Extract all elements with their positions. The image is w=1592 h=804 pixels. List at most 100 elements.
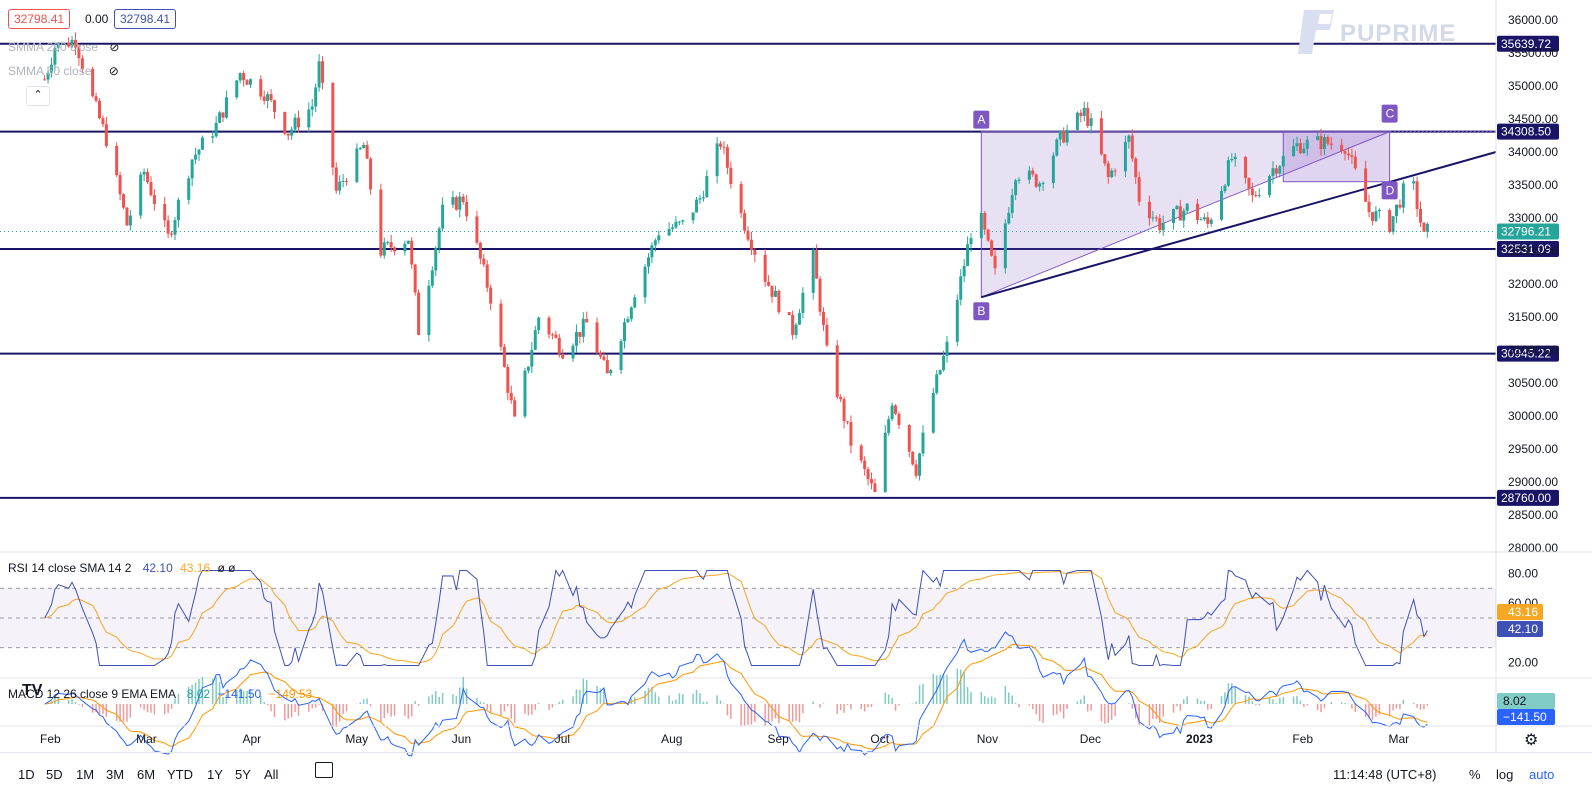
candle-body [430,270,434,286]
candle-body [389,242,393,248]
time-tick-label: Dec [1080,732,1101,746]
candle-body [1353,156,1357,169]
candle-body [753,250,757,255]
candle-body [671,227,675,230]
range-button-5d[interactable]: 5D [46,767,63,782]
candle-body [122,194,126,208]
candle-body [1377,210,1381,212]
pattern-label-b[interactable] [973,302,990,321]
candle-body [1329,143,1333,145]
candle-body [842,399,846,422]
candle-body [1175,206,1179,209]
candle-body [214,122,218,137]
candle-body [101,118,105,125]
ma-50-legend[interactable]: SMMA 50 close ⊘ [8,64,119,78]
candle-body [272,100,276,112]
spread-value: 0.00 [85,12,109,26]
candle-body [475,216,479,243]
ma-200-legend[interactable]: SMMA 200 close ⊘ [8,40,119,54]
ma-200-label: SMMA 200 close [8,40,99,54]
candle-body [1079,112,1083,117]
candle-body [729,167,733,185]
clock-display[interactable]: 11:14:48 (UTC+8) [1333,767,1437,782]
candle-body [849,421,853,446]
candle-body [821,311,825,325]
range-button-6m[interactable]: 6M [137,767,156,782]
macd-legend[interactable]: MACD 12 26 close 9 EMA EMA 8.02 −141.50 … [8,687,312,701]
candle-body [1322,137,1326,149]
time-tick-label: May [345,732,368,746]
consolidation-box[interactable] [1282,131,1391,183]
candle-body [602,356,606,360]
candle-body [797,312,801,325]
candle-body [622,322,626,342]
tradingview-logo-icon: TV [22,682,43,699]
collapse-legend-icon[interactable]: ⌃ [26,86,50,106]
candle-body [571,345,575,359]
price-tick-label: 31500.00 [1508,310,1558,324]
time-tick-label: Jun [452,732,471,746]
candle-body [1158,218,1162,231]
range-button-1m[interactable]: 1M [76,767,95,782]
candle-body [921,432,925,454]
pattern-label-c[interactable] [1381,104,1398,123]
range-button-1d[interactable]: 1D [18,767,35,782]
candle-body [883,432,887,492]
candle-body [355,148,359,182]
range-button-all[interactable]: All [264,767,279,782]
candle-body [200,137,204,150]
candle-body [835,345,839,398]
candle-body [979,213,983,239]
time-tick-label: Sep [767,732,789,746]
candle-body [314,87,318,107]
range-button-3m[interactable]: 3M [106,767,125,782]
candle-body [53,47,57,65]
price-tick-label: 35500.00 [1508,46,1558,60]
candle-body [393,247,397,252]
candle-body [49,64,53,73]
settings-gear-icon[interactable]: ⚙ [1524,732,1539,749]
range-button-1y[interactable]: 1Y [207,767,223,782]
candle-body [585,318,589,323]
rsi-legend[interactable]: RSI 14 close SMA 14 2 42.10 43.16 ø ø [8,561,236,575]
price-tick-label: 30000.00 [1508,409,1558,423]
ask-price-box[interactable]: 32798.41 [114,9,177,29]
eye-off-icon[interactable]: ⊘ [109,40,120,54]
candle-body [1130,135,1134,159]
price-tick-label: 31000.00 [1508,343,1558,357]
price-axis: 36000.00 35500.00 35000.00 34500.00 34000.00… [1495,0,1558,752]
price-tick-label: 32000.00 [1508,277,1558,291]
candle-body [221,112,225,118]
candle-body [1202,217,1206,220]
candle-body [248,79,252,85]
auto-toggle[interactable]: auto [1529,767,1555,782]
candle-body [966,244,970,266]
rising-trendline[interactable] [981,151,1497,299]
range-button-ytd[interactable]: YTD [167,767,193,782]
candle-body [701,197,705,199]
price-tick-label: 29000.00 [1508,475,1558,489]
candle-body [410,240,414,265]
rsi-tick-label: 80.00 [1508,566,1538,580]
pattern-label-a[interactable] [973,110,990,129]
eye-off-icon[interactable]: ⊘ [108,64,119,78]
date-range-icon[interactable] [315,762,333,778]
price-tick-label: 36000.00 [1508,13,1558,27]
percent-toggle[interactable]: % [1469,767,1481,782]
candle-body [1209,219,1213,224]
candle-body [1305,139,1309,149]
candle-body [1326,137,1330,144]
bid-price-box[interactable]: 32798.41 [8,9,71,29]
macd-pane: 8.02 −141.50 [0,631,1592,757]
range-button-5y[interactable]: 5Y [235,767,251,782]
log-toggle[interactable]: log [1496,767,1514,782]
candle-body [362,144,366,149]
candle-body [918,453,922,476]
candle-body [1038,183,1042,187]
candle-body [1041,183,1045,185]
candle-body [959,276,963,300]
rsi-value: 42.10 [142,561,173,575]
pattern-label-d[interactable] [1381,181,1398,200]
candle-body [691,212,695,221]
